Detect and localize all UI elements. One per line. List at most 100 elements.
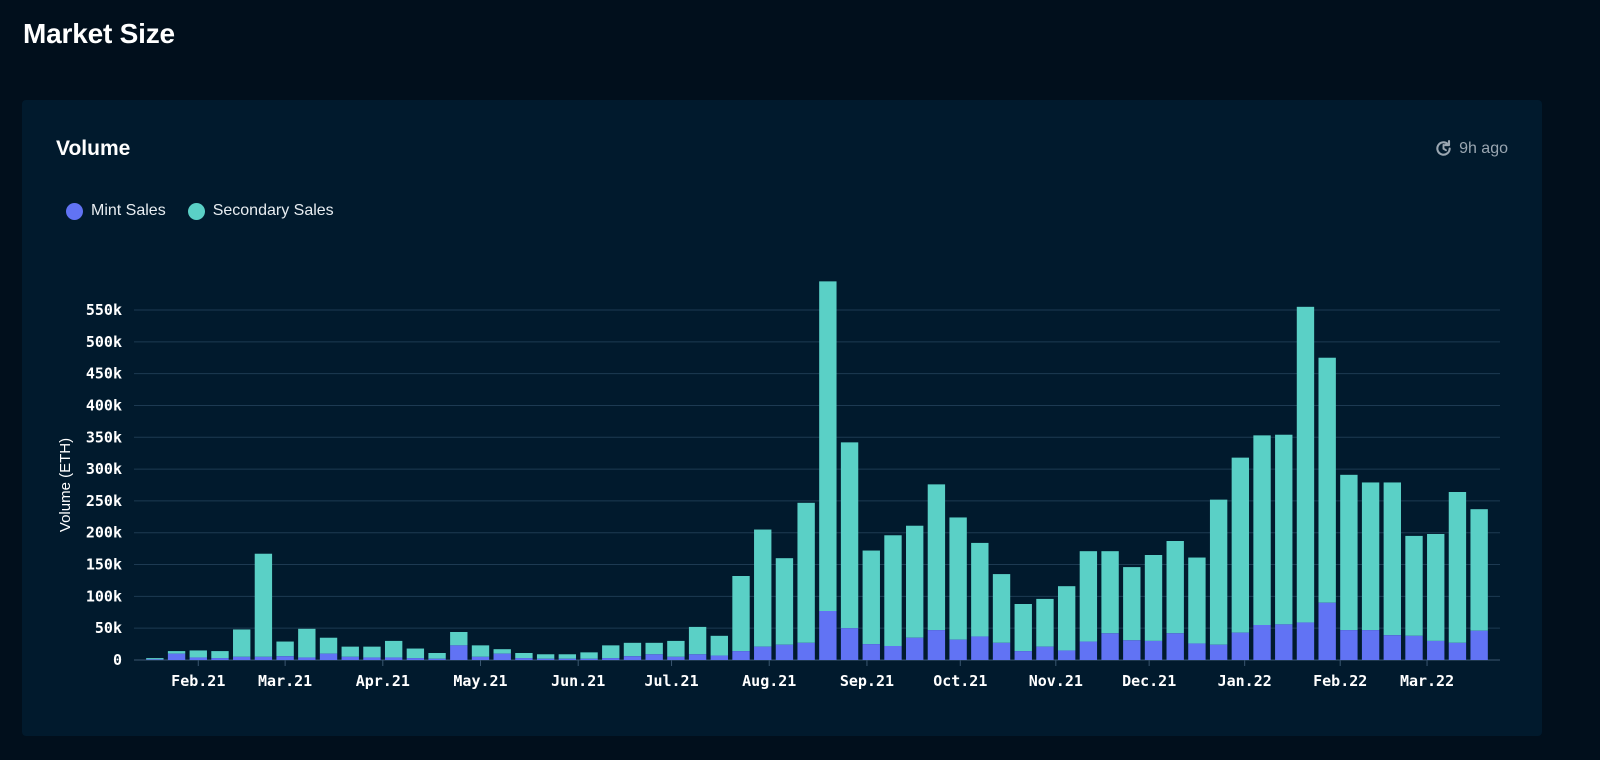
y-tick-label: 450k (86, 365, 122, 383)
bar-secondary-sales (384, 640, 403, 658)
bar-secondary-sales (450, 632, 468, 646)
bar-secondary-sales (710, 635, 728, 656)
bar-secondary-sales (211, 651, 229, 659)
bar-secondary-sales (884, 535, 902, 646)
y-tick-label: 400k (86, 396, 122, 414)
y-tick-label: 200k (86, 524, 122, 542)
bar-secondary-sales (233, 629, 251, 657)
x-tick-label: Feb.21 (171, 672, 225, 690)
bar-secondary-sales (819, 281, 837, 611)
legend-item-secondary-sales[interactable]: Secondary Sales (187, 202, 334, 220)
bar-mint-sales (884, 646, 902, 660)
bar-mint-sales (927, 630, 946, 660)
bar-secondary-sales (1209, 499, 1228, 645)
x-tick-label: May.21 (453, 672, 507, 690)
bar-secondary-sales (580, 652, 598, 659)
bar-mint-sales (602, 658, 620, 660)
bar-mint-sales (1427, 640, 1445, 660)
x-tick-label: Aug.21 (742, 672, 796, 690)
bar-secondary-sales (623, 642, 642, 657)
bar-secondary-sales (1166, 541, 1184, 634)
bar-mint-sales (1383, 635, 1401, 660)
bar-mint-sales (623, 656, 642, 660)
bar-secondary-sales (536, 654, 555, 659)
bar-secondary-sales (927, 484, 946, 631)
bar-secondary-sales (862, 550, 880, 645)
bar-mint-sales (558, 658, 577, 660)
bar-secondary-sales (167, 651, 186, 654)
bar-secondary-sales (971, 542, 989, 637)
bar-mint-sales (515, 658, 533, 660)
bar-mint-sales (471, 656, 490, 660)
bar-secondary-sales (906, 525, 924, 638)
volume-chart: 0 50k 100k 150k 200k 250k 300k 350k 400k 450k 500k… (57, 281, 1500, 690)
bar-secondary-sales (1470, 509, 1488, 631)
bar-mint-sales (645, 654, 663, 660)
bar-mint-sales (840, 628, 859, 660)
bar-secondary-sales (1427, 534, 1445, 641)
bar-mint-sales (146, 659, 164, 660)
bar-mint-sales (1296, 622, 1315, 660)
x-tick-label: Jun.21 (551, 672, 605, 690)
bar-secondary-sales (1079, 551, 1098, 642)
bar-mint-sales (406, 658, 425, 660)
bar-mint-sales (1014, 651, 1032, 660)
y-axis-title: Volume (ETH) (57, 438, 74, 532)
legend-label-mint: Mint Sales (91, 202, 166, 219)
bar-secondary-sales (840, 442, 859, 629)
bar-mint-sales (754, 646, 772, 660)
y-tick-label: 300k (86, 460, 122, 478)
bar-mint-sales (1079, 641, 1098, 660)
bar-mint-sales (1209, 644, 1228, 660)
y-tick-label: 0 (113, 651, 122, 669)
bar-secondary-sales (1318, 357, 1336, 603)
bar-secondary-sales (1296, 306, 1315, 623)
bar-mint-sales (1448, 642, 1467, 660)
legend-swatch-mint (66, 202, 83, 220)
bar-secondary-sales (602, 645, 620, 659)
bar-mint-sales (992, 642, 1011, 660)
bar-secondary-sales (1405, 535, 1423, 636)
legend-label-secondary: Secondary Sales (212, 202, 334, 219)
bar-secondary-sales (1188, 557, 1206, 644)
x-tick-label: Mar.22 (1400, 672, 1454, 690)
bar-mint-sales (1057, 650, 1076, 660)
bar-mint-sales (1166, 633, 1184, 660)
clock-refresh-icon (1434, 139, 1453, 158)
bar-mint-sales (363, 657, 381, 660)
y-tick-label: 50k (95, 619, 122, 637)
bar-secondary-sales (515, 653, 533, 659)
legend-swatch-secondary (187, 202, 205, 220)
bar-secondary-sales (1101, 551, 1119, 634)
bar-mint-sales (276, 656, 294, 660)
bar-secondary-sales (1340, 474, 1358, 631)
x-tick-label: Feb.22 (1313, 672, 1367, 690)
bar-secondary-sales (319, 637, 338, 654)
page-title: Market Size (23, 18, 175, 49)
bar-mint-sales (971, 636, 989, 660)
bar-mint-sales (949, 639, 967, 660)
y-tick-label: 550k (86, 301, 122, 319)
bar-mint-sales (298, 657, 316, 660)
card-title: Volume (56, 137, 131, 160)
bar-mint-sales (775, 644, 794, 660)
bar-mint-sales (1101, 633, 1119, 660)
bar-mint-sales (710, 655, 728, 660)
x-tick-label: Dec.21 (1122, 672, 1176, 690)
y-tick-label: 100k (86, 587, 122, 605)
y-tick-label: 350k (86, 428, 122, 446)
bar-mint-sales (384, 657, 403, 660)
legend-item-mint-sales[interactable]: Mint Sales (66, 202, 166, 220)
x-tick-label: Jul.21 (644, 672, 698, 690)
bar-secondary-sales (797, 502, 815, 643)
bar-mint-sales (450, 645, 468, 660)
bar-secondary-sales (1036, 598, 1054, 647)
bar-secondary-sales (406, 648, 425, 659)
bar-mint-sales (1231, 632, 1250, 660)
bar-secondary-sales (493, 649, 511, 654)
bar-mint-sales (428, 658, 446, 660)
last-updated-text: 9h ago (1459, 139, 1508, 157)
x-tick-label: Mar.21 (258, 672, 312, 690)
bar-mint-sales (580, 658, 598, 660)
x-tick-label: Apr.21 (356, 672, 410, 690)
